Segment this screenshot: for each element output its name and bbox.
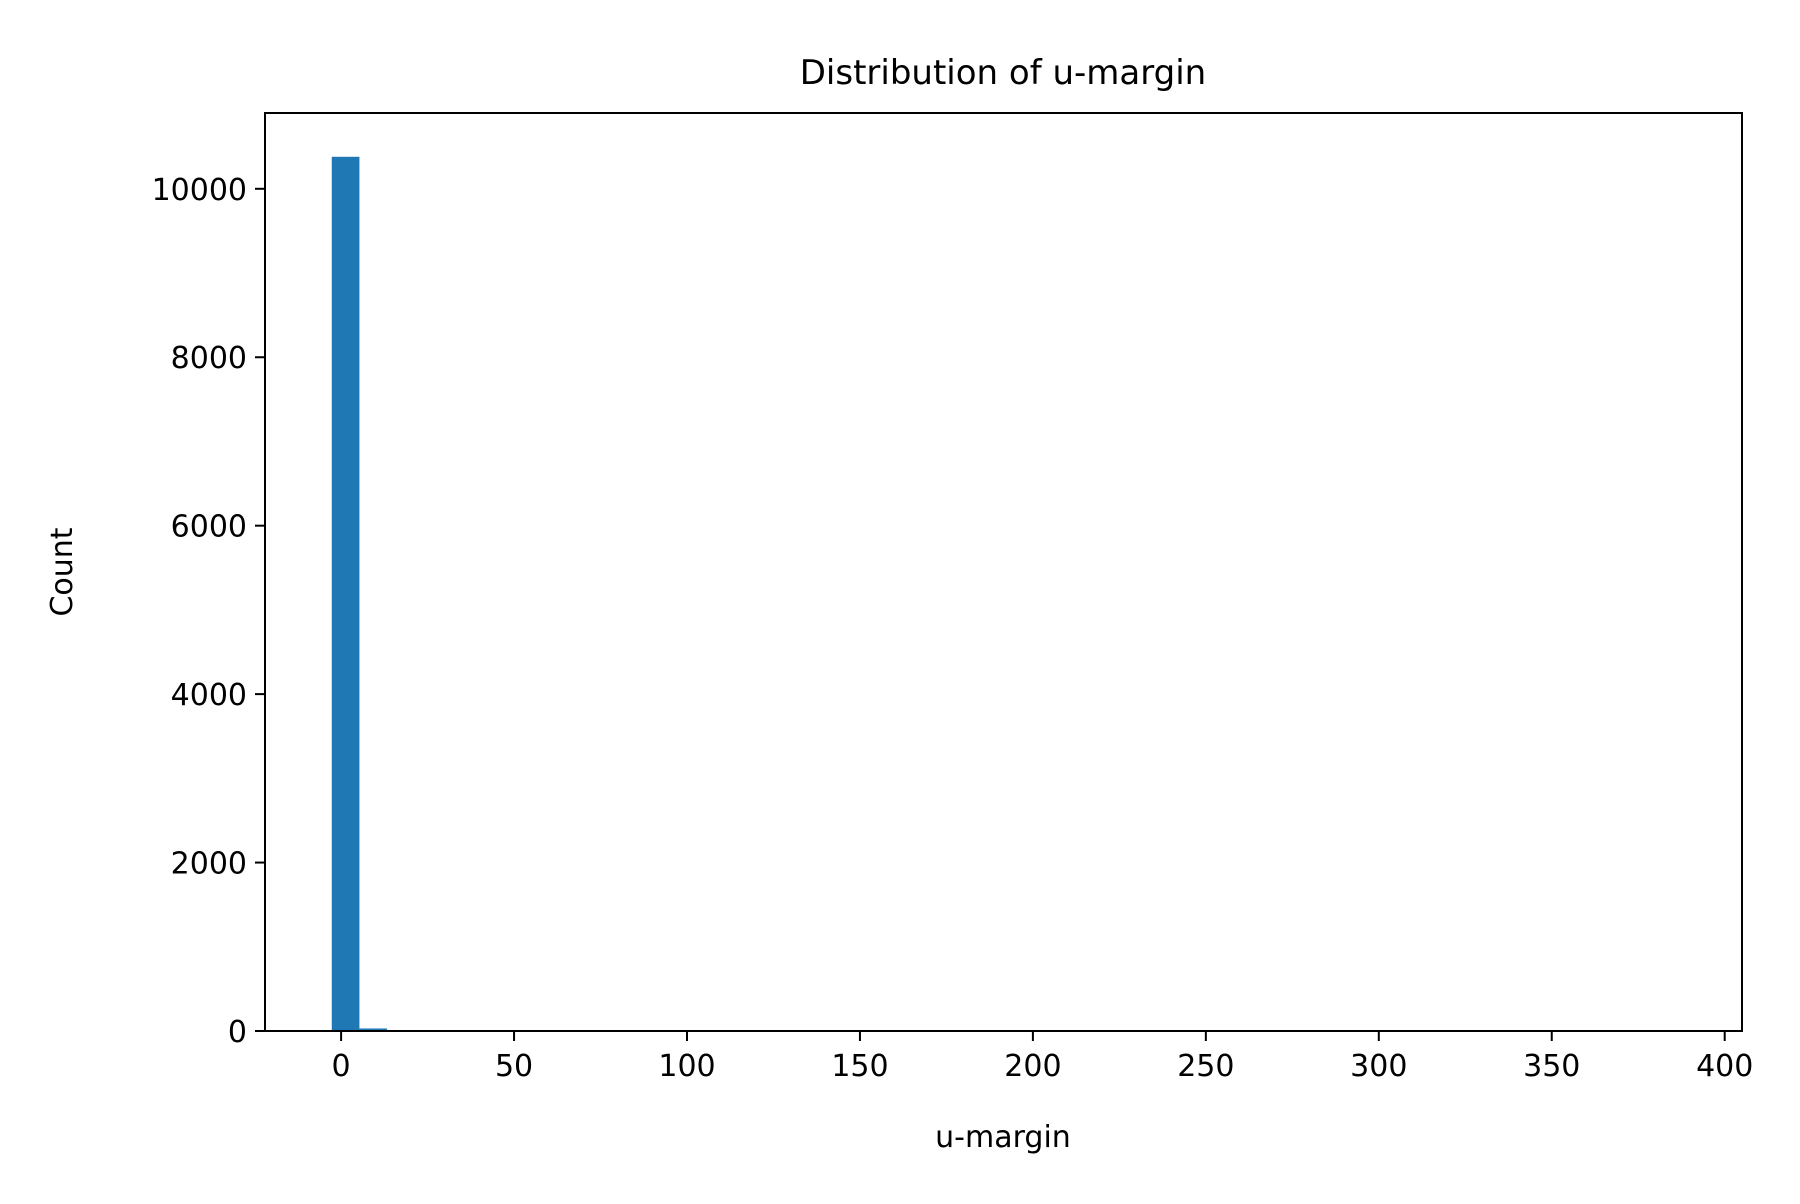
chart-title: Distribution of u-margin [800, 53, 1206, 93]
x-tick-label-3: 150 [831, 1049, 888, 1084]
y-tick-label-1: 2000 [171, 847, 247, 882]
x-tick-label-6: 300 [1350, 1049, 1407, 1084]
plot-area-frame [264, 112, 1743, 1032]
y-tick-label-3: 6000 [171, 510, 247, 545]
y-axis-label: Count [45, 527, 80, 616]
histogram-bar-0 [331, 156, 360, 1031]
x-tick-label-2: 100 [658, 1049, 715, 1084]
y-tick-label-5: 10000 [152, 173, 247, 208]
x-tick-label-8: 400 [1696, 1049, 1753, 1084]
x-tick-label-7: 350 [1523, 1049, 1580, 1084]
histogram-bar-1 [359, 1028, 388, 1031]
x-tick-label-4: 200 [1004, 1049, 1061, 1084]
x-tick-label-1: 50 [495, 1049, 533, 1084]
x-axis-ticks: 0 50 100 150 200 250 300 350 400 [332, 1031, 1753, 1084]
y-axis-ticks: 0 2000 4000 6000 8000 10000 [152, 173, 265, 1050]
y-tick-label-2: 4000 [171, 678, 247, 713]
y-tick-label-4: 8000 [171, 341, 247, 376]
y-tick-label-0: 0 [228, 1015, 247, 1050]
x-tick-label-5: 250 [1177, 1049, 1234, 1084]
x-tick-label-0: 0 [332, 1049, 351, 1084]
x-axis-label: u-margin [935, 1120, 1071, 1155]
bars-layer [331, 156, 388, 1031]
